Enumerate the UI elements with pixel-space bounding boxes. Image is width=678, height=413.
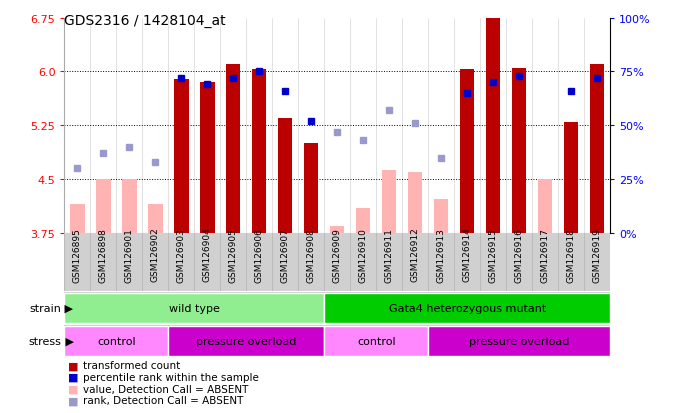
Bar (590, 65, 604, 233)
Text: wild type: wild type (169, 303, 220, 313)
Bar (512, 69, 526, 233)
Bar (71, 205, 85, 233)
Text: ▶: ▶ (62, 336, 74, 346)
Text: pressure overload: pressure overload (469, 336, 570, 346)
Bar (148, 205, 163, 233)
Bar (168, 326, 324, 356)
Text: control: control (357, 336, 395, 346)
Bar (538, 180, 553, 233)
Text: strain: strain (29, 303, 61, 313)
Text: GDS2316 / 1428104_at: GDS2316 / 1428104_at (64, 14, 226, 28)
Bar (174, 79, 188, 233)
Bar (434, 200, 448, 233)
Text: value, Detection Call = ABSENT: value, Detection Call = ABSENT (83, 384, 248, 394)
Text: stress: stress (28, 336, 61, 346)
Text: ■: ■ (68, 395, 78, 405)
Text: Gata4 heterozygous mutant: Gata4 heterozygous mutant (388, 303, 546, 313)
Bar (64, 326, 168, 356)
Bar (428, 326, 610, 356)
Bar (278, 119, 292, 233)
Text: ■: ■ (68, 384, 78, 394)
Text: rank, Detection Call = ABSENT: rank, Detection Call = ABSENT (83, 395, 243, 405)
Bar (226, 65, 241, 233)
Bar (330, 226, 344, 233)
Text: percentile rank within the sample: percentile rank within the sample (83, 372, 258, 382)
Text: control: control (97, 336, 136, 346)
Bar (64, 293, 324, 323)
Bar (382, 171, 397, 233)
Bar (408, 173, 422, 233)
Bar (122, 180, 136, 233)
Text: pressure overload: pressure overload (196, 336, 296, 346)
Bar (324, 326, 428, 356)
Bar (200, 83, 214, 233)
Text: ■: ■ (68, 372, 78, 382)
Bar (486, 17, 500, 233)
Bar (96, 180, 111, 233)
Bar (304, 144, 319, 233)
Bar (564, 122, 578, 233)
Text: ▶: ▶ (61, 303, 73, 313)
Bar (324, 293, 610, 323)
Text: ■: ■ (68, 361, 78, 370)
Bar (356, 208, 370, 233)
Bar (252, 70, 266, 233)
Text: transformed count: transformed count (83, 361, 180, 370)
Bar (460, 70, 475, 233)
